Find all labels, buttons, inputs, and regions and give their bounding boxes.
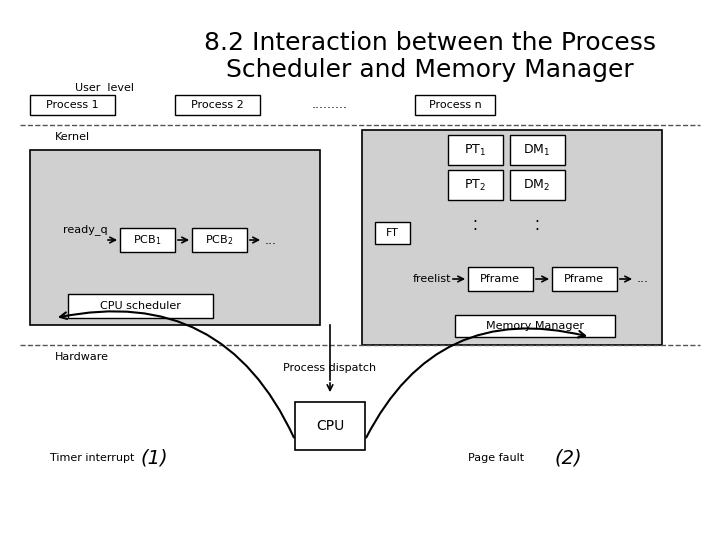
FancyBboxPatch shape (192, 228, 247, 252)
FancyBboxPatch shape (455, 315, 615, 337)
Text: .: . (534, 218, 539, 233)
FancyBboxPatch shape (375, 222, 410, 244)
Text: DM$_2$: DM$_2$ (523, 178, 551, 193)
FancyBboxPatch shape (30, 95, 115, 115)
FancyBboxPatch shape (448, 170, 503, 200)
Text: .: . (534, 210, 539, 225)
Text: .: . (472, 210, 477, 225)
Text: Timer interrupt: Timer interrupt (50, 453, 135, 463)
FancyBboxPatch shape (468, 267, 533, 291)
Text: Process dispatch: Process dispatch (284, 363, 377, 373)
Text: 8.2 Interaction between the Process: 8.2 Interaction between the Process (204, 31, 656, 55)
Text: PT$_1$: PT$_1$ (464, 143, 486, 158)
FancyBboxPatch shape (362, 130, 662, 345)
FancyBboxPatch shape (510, 135, 565, 165)
Text: Memory Manager: Memory Manager (486, 321, 584, 331)
Text: (1): (1) (140, 449, 168, 468)
Text: Page fault: Page fault (468, 453, 524, 463)
Text: DM$_1$: DM$_1$ (523, 143, 551, 158)
FancyBboxPatch shape (510, 170, 565, 200)
Text: PT$_2$: PT$_2$ (464, 178, 486, 193)
FancyBboxPatch shape (295, 402, 365, 450)
Text: freelist: freelist (413, 274, 451, 284)
Text: CPU: CPU (316, 419, 344, 433)
FancyBboxPatch shape (175, 95, 260, 115)
Text: ...: ... (637, 273, 649, 286)
Text: Kernel: Kernel (55, 132, 90, 142)
Text: PCB$_1$: PCB$_1$ (132, 233, 161, 247)
FancyBboxPatch shape (415, 95, 495, 115)
Text: Pframe: Pframe (564, 274, 604, 284)
FancyArrowPatch shape (60, 312, 294, 437)
Text: PCB$_2$: PCB$_2$ (204, 233, 233, 247)
Text: FT: FT (386, 228, 398, 238)
Text: Process 1: Process 1 (45, 100, 99, 110)
FancyBboxPatch shape (448, 135, 503, 165)
Text: Process 2: Process 2 (191, 100, 243, 110)
Text: User  level: User level (75, 83, 134, 93)
Text: ready_q: ready_q (63, 225, 107, 235)
Text: ...: ... (265, 233, 277, 246)
FancyBboxPatch shape (68, 294, 213, 318)
Text: CPU scheduler: CPU scheduler (99, 301, 181, 311)
FancyArrowPatch shape (366, 328, 585, 437)
Text: Process n: Process n (428, 100, 482, 110)
FancyBboxPatch shape (30, 150, 320, 325)
Text: (2): (2) (555, 449, 582, 468)
FancyBboxPatch shape (552, 267, 617, 291)
Text: Pframe: Pframe (480, 274, 520, 284)
Text: Hardware: Hardware (55, 352, 109, 362)
Text: .........: ......... (312, 98, 348, 111)
Text: .: . (472, 218, 477, 233)
Text: Scheduler and Memory Manager: Scheduler and Memory Manager (226, 58, 634, 82)
FancyBboxPatch shape (120, 228, 175, 252)
